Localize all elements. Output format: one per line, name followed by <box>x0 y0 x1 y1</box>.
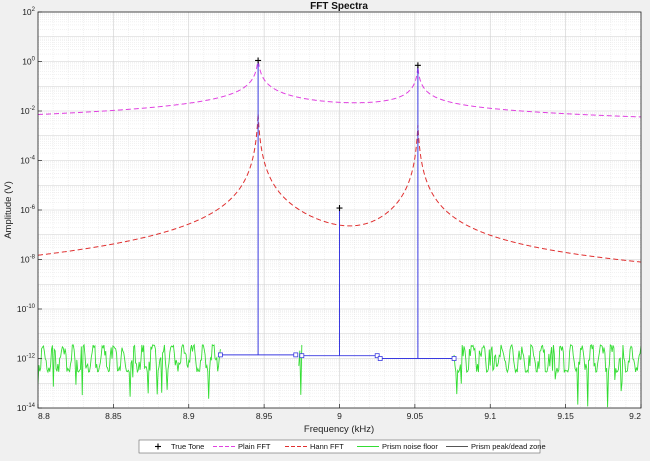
y-axis-ticks: 102 100 10-2 10-4 10-6 10-8 10-10 10-12 10-14 <box>17 7 42 413</box>
prism-zone-endpoint <box>451 356 457 361</box>
x-tick-label: 8.85 <box>105 411 122 421</box>
x-tick-label: 9.05 <box>407 411 424 421</box>
prism-zone-endpoint <box>377 356 383 361</box>
true-tone-marker-2 <box>414 62 421 69</box>
y-tick-label: 10-8 <box>20 255 35 265</box>
prism-zone-endpoint <box>374 353 380 359</box>
plot-content <box>38 57 641 408</box>
chart-title: FFT Spectra <box>310 1 368 12</box>
legend-entry-3: Prism noise floor <box>357 442 438 451</box>
true-tone-marker-0 <box>255 57 262 64</box>
legend-label: Plain FFT <box>238 442 271 451</box>
prism-noise-floor-mid <box>298 344 303 395</box>
x-tick-label: 8.9 <box>183 411 195 421</box>
legend-entry-0: True Tone <box>155 442 204 451</box>
y-axis-title: Amplitude (V) <box>3 181 14 239</box>
x-tick-label: 9.2 <box>629 411 641 421</box>
prism-noise-floor-right <box>453 343 641 408</box>
prism-noise-floor-left <box>38 343 221 399</box>
y-tick-label: 102 <box>22 7 35 17</box>
x-axis-ticks: 8.8 8.85 8.9 8.95 9 9.05 9.1 9.15 9.2 <box>37 404 642 421</box>
prism-zone-endpoint <box>218 352 223 358</box>
prism-zone-endpoint <box>293 352 299 358</box>
legend-box <box>138 439 541 454</box>
x-tick-label: 8.8 <box>38 411 50 421</box>
x-axis-title: Frequency (kHz) <box>304 424 374 435</box>
y-tick-label: 10-4 <box>20 156 35 166</box>
legend-entry-2: Hann FFT <box>285 442 344 451</box>
x-tick-label: 9.15 <box>557 411 574 421</box>
y-tick-label: 10-12 <box>17 354 36 364</box>
y-tick-label: 10-6 <box>20 205 35 215</box>
legend-label: Prism peak/dead zone <box>471 442 546 451</box>
y-tick-label: 100 <box>22 57 35 67</box>
plain-fft-line <box>38 59 641 118</box>
legend: True Tone Plain FFT Hann FFT Prism noise fl… <box>138 439 546 454</box>
true-tone-marker-1 <box>336 205 343 212</box>
legend-entry-4: Prism peak/dead zone <box>446 442 546 451</box>
y-tick-label: 10-10 <box>17 304 36 314</box>
legend-label: Hann FFT <box>310 442 344 451</box>
y-tick-label: 10-2 <box>20 106 35 116</box>
legend-label: True Tone <box>171 442 204 451</box>
x-tick-label: 9.1 <box>484 411 496 421</box>
legend-entry-1: Plain FFT <box>213 442 271 451</box>
x-tick-label: 9 <box>337 411 342 421</box>
x-tick-label: 8.95 <box>256 411 273 421</box>
prism-zone-endpoint <box>299 353 305 359</box>
legend-label: Prism noise floor <box>382 442 438 451</box>
y-tick-label: 10-14 <box>17 403 36 413</box>
